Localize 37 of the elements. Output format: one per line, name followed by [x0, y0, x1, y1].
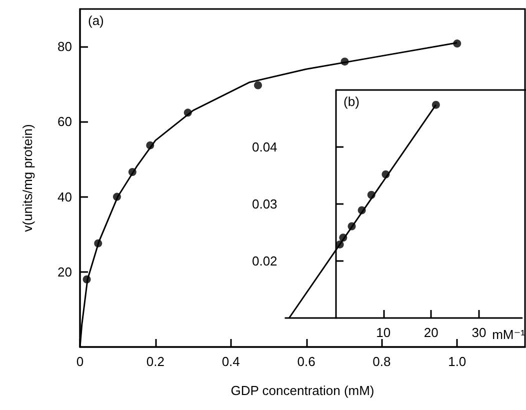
point [358, 206, 366, 214]
point [184, 108, 192, 117]
x-tick-label: 10 [376, 325, 391, 340]
point [432, 100, 440, 109]
point [94, 239, 102, 248]
x-tick-label: 0.2 [146, 354, 164, 369]
y-tick-label: 60 [58, 114, 72, 130]
point [146, 141, 154, 150]
x-tick-label: 1.0 [448, 354, 466, 369]
point [128, 168, 136, 176]
point [82, 275, 91, 284]
y-tick-label: 0.04 [252, 140, 278, 154]
point [453, 40, 462, 48]
point [339, 234, 348, 242]
point [336, 240, 344, 248]
x-tick-label: 0.6 [297, 354, 316, 369]
x-tick-label: 30 [472, 325, 486, 340]
x-axis-title: mM⁻¹ [492, 327, 526, 342]
point [340, 58, 349, 66]
y-axis-title: v(units/mg protein) [20, 124, 35, 232]
y-tick-label: 40 [58, 189, 72, 204]
x-tick-label: 0.8 [372, 354, 391, 369]
point [112, 192, 121, 201]
point [382, 170, 390, 178]
annotation: (a) [88, 13, 104, 28]
point [348, 222, 356, 230]
y-tick-label: 20 [58, 264, 72, 280]
x-axis-title: GDP concentration (mM) [230, 383, 374, 398]
x-tick-label: 0 [76, 354, 84, 369]
y-tick-label: 80 [58, 39, 72, 54]
y-tick-label: 0.03 [252, 196, 278, 212]
annotation: (b) [344, 94, 360, 109]
point [367, 190, 376, 199]
point [254, 81, 262, 90]
y-tick-label: 0.02 [252, 254, 278, 268]
x-tick-label: 0.4 [222, 354, 240, 369]
x-tick-label: 20 [424, 325, 438, 340]
